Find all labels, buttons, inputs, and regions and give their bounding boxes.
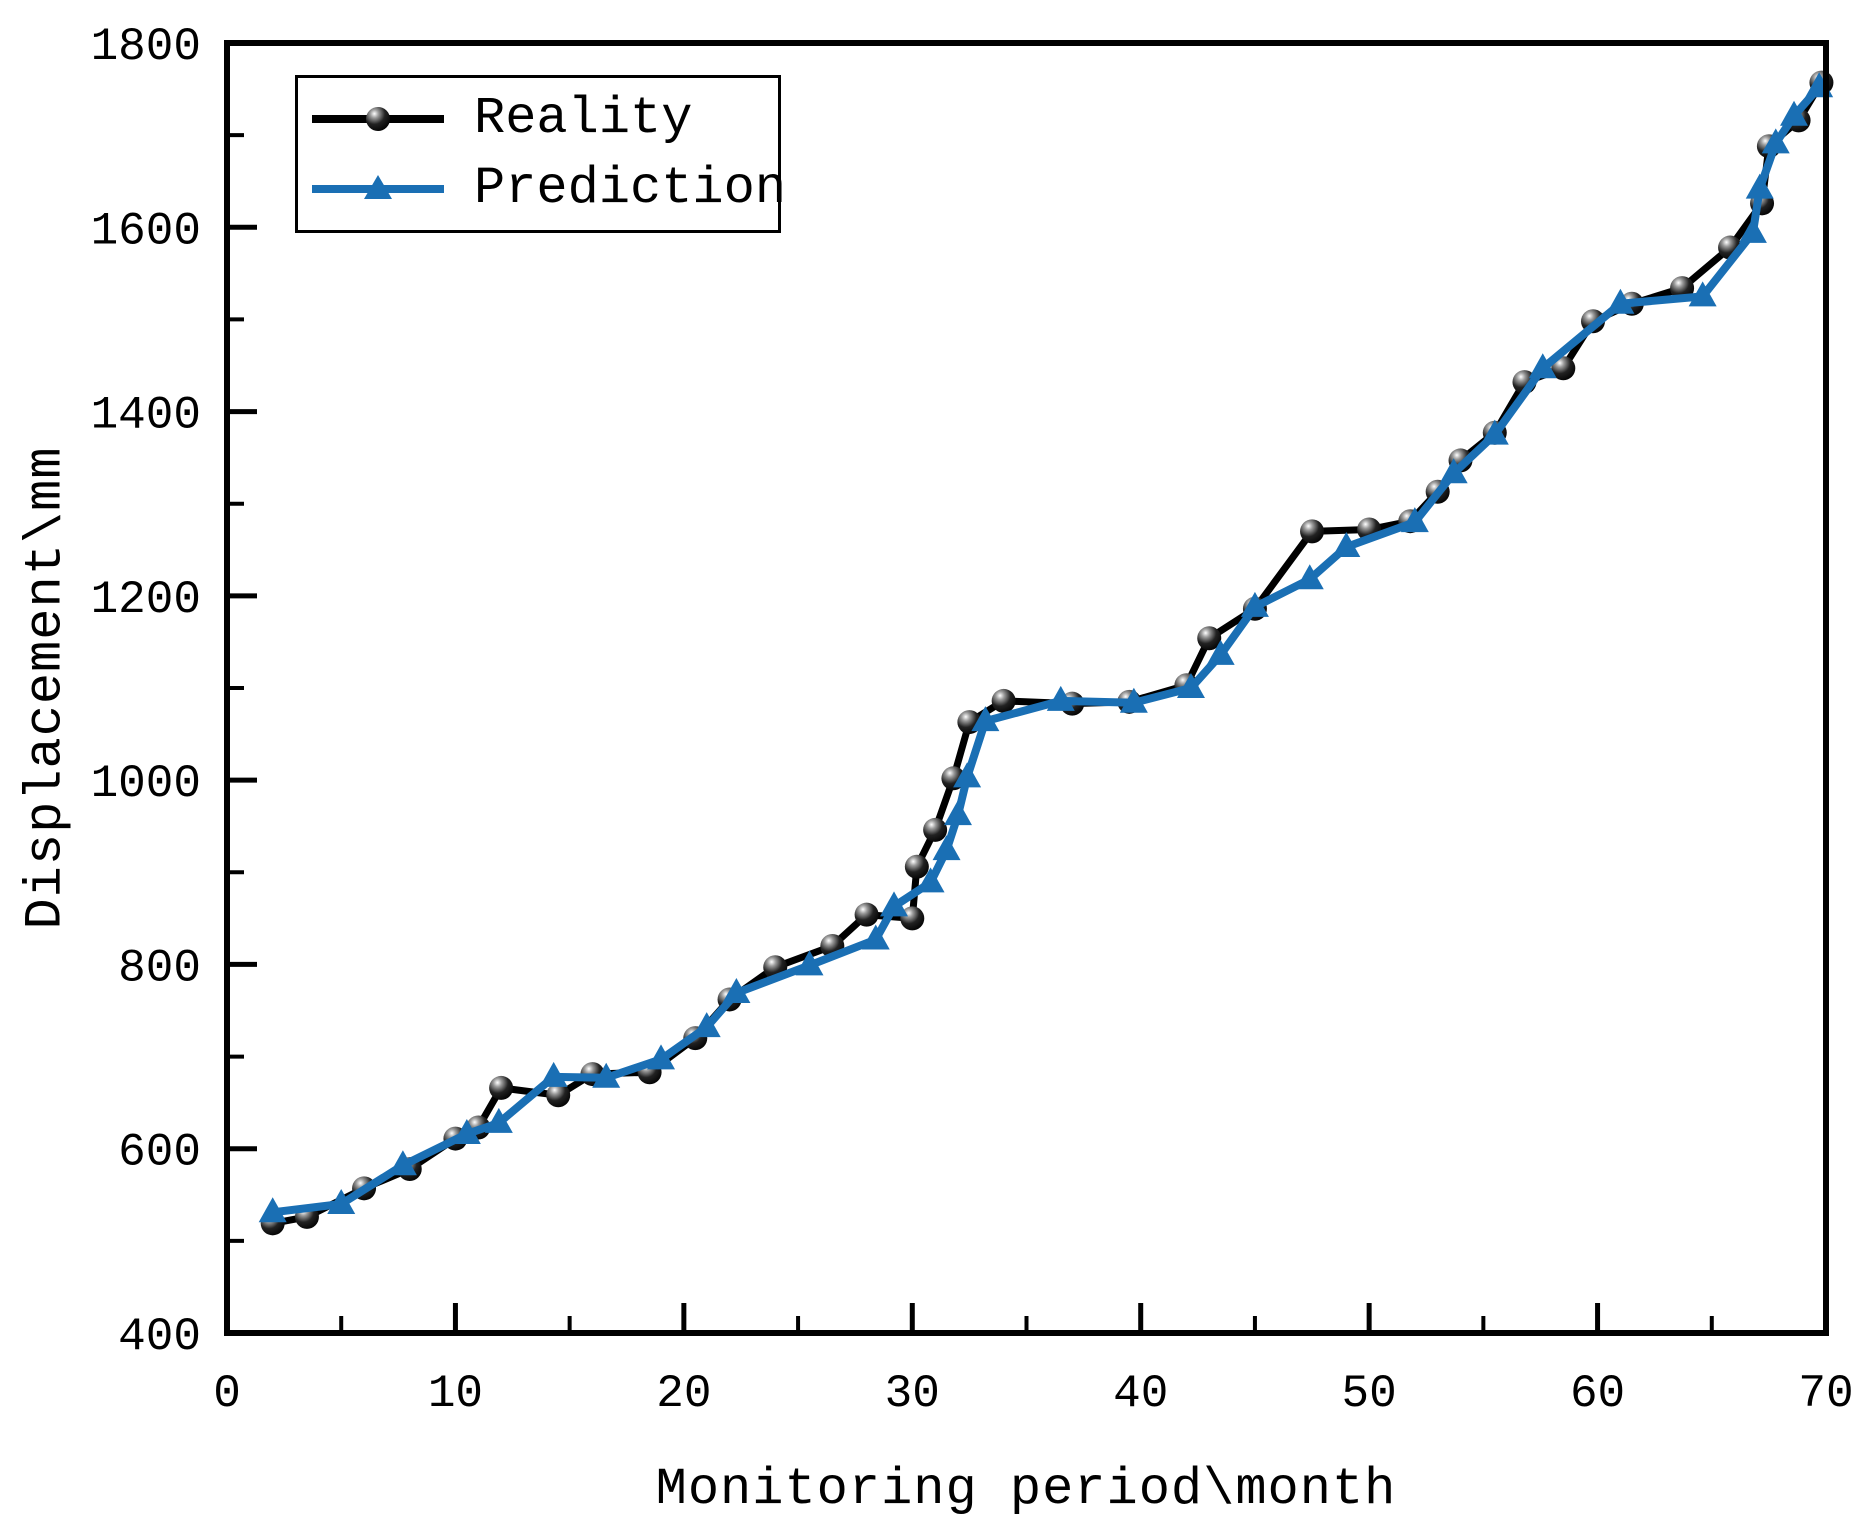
legend-entry-prediction: Prediction <box>308 157 786 221</box>
axis-tick-labels: 0 10 20 30 40 50 60 70 400 600 800 1000 1200 1400 1600… <box>91 21 1854 1420</box>
prediction-marker <box>388 1150 417 1176</box>
reality-marker <box>900 906 925 931</box>
y-tick-label: 1600 <box>91 205 201 257</box>
x-tick-label: 0 <box>213 1368 241 1420</box>
prediction-marker <box>539 1061 568 1087</box>
prediction-marker <box>1046 685 1075 711</box>
prediction-marker <box>592 1062 621 1088</box>
y-axis-title: Displacement\mm <box>16 446 76 930</box>
plot-frame-rect <box>224 40 1829 1336</box>
prediction-marker <box>484 1107 513 1133</box>
legend-entry-reality: Reality <box>308 87 778 151</box>
x-tick-label: 60 <box>1570 1368 1625 1420</box>
y-tick-label: 1800 <box>91 21 201 73</box>
prediction-marker <box>932 835 961 861</box>
prediction-marker-icon <box>312 174 444 199</box>
legend-label-prediction: Prediction <box>474 158 787 218</box>
reality-marker <box>923 817 948 842</box>
prediction-marker <box>1480 419 1509 445</box>
reality-marker <box>991 688 1016 713</box>
prediction-marker <box>1738 217 1767 243</box>
reality-marker <box>854 902 879 927</box>
legend: Reality Prediction <box>295 75 786 233</box>
x-tick-label: 70 <box>1798 1368 1853 1420</box>
prediction-marker <box>1295 564 1324 590</box>
prediction-marker <box>692 1012 721 1038</box>
reality-marker <box>904 854 929 879</box>
y-tick-label: 400 <box>118 1311 201 1363</box>
prediction-marker <box>1688 281 1717 307</box>
prediction-marker <box>1528 353 1557 379</box>
prediction-marker <box>1439 458 1468 484</box>
reality-marker <box>489 1075 514 1100</box>
y-tick-label: 800 <box>118 942 201 994</box>
prediction-marker <box>880 891 909 917</box>
reality-marker <box>1300 519 1325 544</box>
prediction-marker <box>1332 532 1361 558</box>
prediction-marker <box>1119 687 1148 713</box>
prediction-marker <box>943 800 972 826</box>
prediction-marker <box>1206 639 1235 665</box>
reality-marker <box>1551 356 1576 381</box>
reality-markers <box>260 70 1834 1236</box>
prediction-marker <box>1176 673 1205 698</box>
prediction-marker <box>1761 128 1790 154</box>
prediction-marker <box>647 1044 676 1070</box>
x-tick-label: 50 <box>1342 1368 1397 1420</box>
prediction-marker <box>971 706 1000 732</box>
reality-marker-icon <box>312 107 444 132</box>
prediction-marker <box>452 1118 481 1144</box>
prediction-marker <box>1240 591 1269 617</box>
y-tick-label: 600 <box>118 1127 201 1179</box>
prediction-markers <box>258 72 1834 1223</box>
legend-label-reality: Reality <box>474 89 693 149</box>
x-axis-title: Monitoring period\month <box>655 1460 1397 1519</box>
prediction-marker <box>1780 100 1809 126</box>
x-tick-label: 30 <box>885 1368 940 1420</box>
prediction-marker <box>795 950 824 976</box>
x-tick-label: 20 <box>656 1368 711 1420</box>
y-tick-label: 1400 <box>91 390 201 442</box>
prediction-marker <box>1606 288 1635 314</box>
y-tick-label: 1200 <box>91 574 201 626</box>
prediction-marker <box>258 1197 287 1223</box>
prediction-marker <box>327 1189 356 1214</box>
prediction-line <box>268 83 1824 1217</box>
reality-marker <box>1197 626 1222 651</box>
prediction-marker <box>953 762 982 788</box>
prediction-marker <box>722 977 751 1003</box>
prediction-marker <box>1745 173 1774 199</box>
x-tick-label: 40 <box>1113 1368 1168 1420</box>
prediction-marker <box>861 924 890 950</box>
reality-line <box>269 79 1825 1227</box>
y-tick-label: 1000 <box>91 758 201 810</box>
reality-marker <box>546 1083 571 1108</box>
prediction-marker <box>1400 507 1429 533</box>
x-tick-label: 10 <box>428 1368 483 1420</box>
prediction-marker <box>916 867 945 893</box>
series-lines <box>258 70 1834 1236</box>
plot-frame <box>224 40 1829 1336</box>
